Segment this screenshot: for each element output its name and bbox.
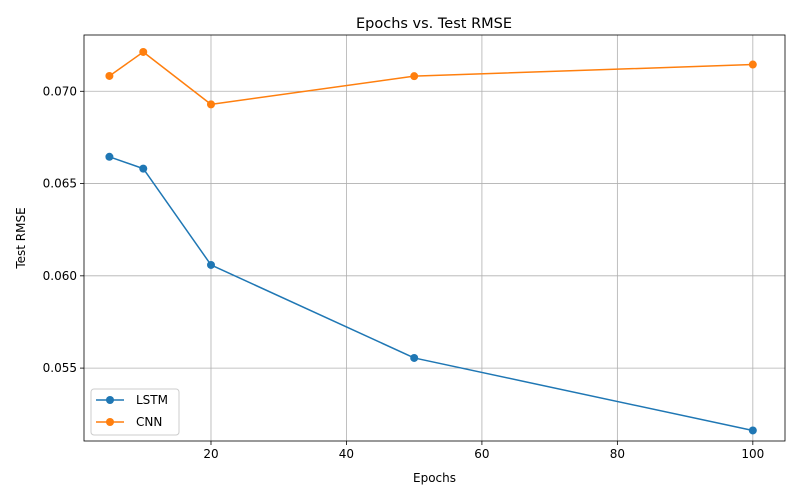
x-tick-label: 100 xyxy=(741,447,764,461)
data-point-lstm xyxy=(206,260,215,269)
series-layer xyxy=(105,47,757,435)
legend-marker-lstm xyxy=(106,396,114,404)
grid xyxy=(84,35,785,441)
plot-frame xyxy=(83,34,786,442)
series-lstm xyxy=(105,152,757,435)
data-point-cnn xyxy=(748,60,757,69)
x-tick-label: 80 xyxy=(610,447,625,461)
legend-label-lstm: LSTM xyxy=(136,393,168,407)
data-point-lstm xyxy=(139,164,148,173)
data-point-cnn xyxy=(410,72,419,81)
legend-item-cnn: CNN xyxy=(96,415,162,429)
legend: LSTM CNN xyxy=(90,388,180,436)
legend-label-cnn: CNN xyxy=(136,415,162,429)
x-tick-label: 40 xyxy=(339,447,354,461)
data-point-lstm xyxy=(105,152,114,161)
x-tick-label: 60 xyxy=(474,447,489,461)
y-tick-label: 0.060 xyxy=(43,269,77,283)
series-cnn xyxy=(105,47,757,109)
y-axis-label: Test RMSE xyxy=(14,207,28,269)
data-point-cnn xyxy=(206,100,215,109)
data-point-lstm xyxy=(748,426,757,435)
y-tick-label: 0.055 xyxy=(43,361,77,375)
legend-item-lstm: LSTM xyxy=(96,393,168,407)
data-point-cnn xyxy=(105,71,114,80)
chart-title: Epochs vs. Test RMSE xyxy=(356,16,512,32)
x-tick-label: 20 xyxy=(203,447,218,461)
y-tick-label: 0.070 xyxy=(43,84,77,98)
y-tick-label: 0.065 xyxy=(43,177,77,191)
data-point-cnn xyxy=(139,47,148,56)
data-point-lstm xyxy=(410,353,419,362)
ticks: 20 40 60 80 100 0.055 0.060 0.065 0.070 xyxy=(43,84,765,461)
legend-marker-cnn xyxy=(106,418,114,426)
x-axis-label: Epochs xyxy=(413,471,456,485)
